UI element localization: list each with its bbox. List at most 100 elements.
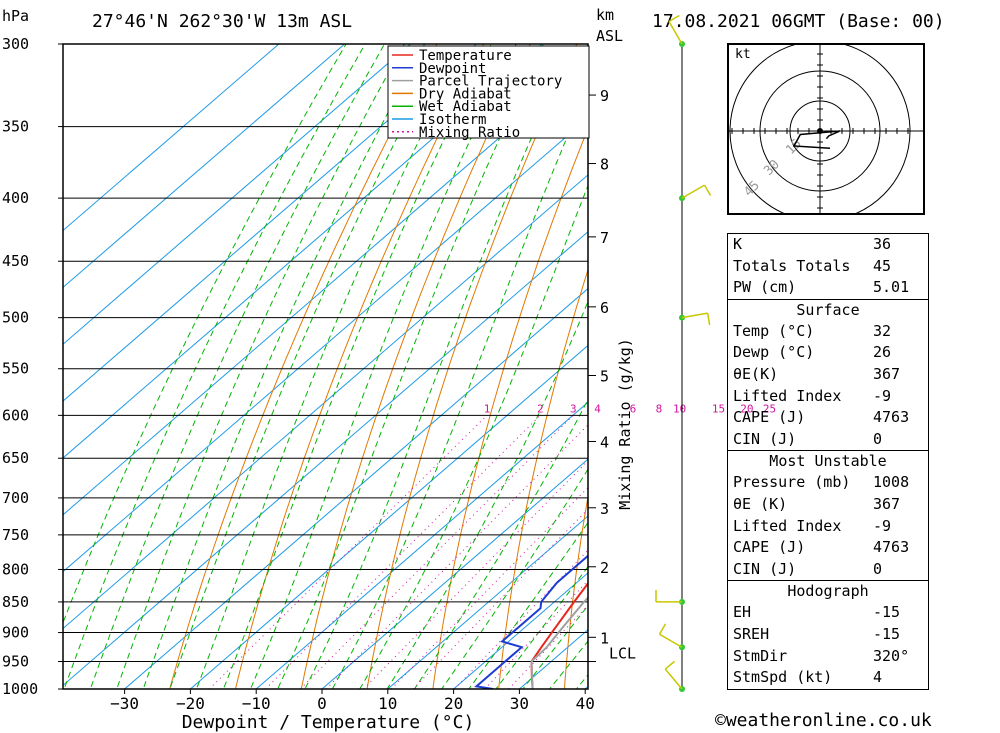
legend-entry: Temperature: [419, 48, 512, 64]
pressure-tick-label: 350: [2, 118, 29, 136]
legend-entry: Isotherm: [419, 112, 486, 128]
pressure-tick-label: 400: [2, 189, 29, 207]
most-unstable-index-row: θE (K) 367: [728, 494, 928, 516]
wind-barb-flag: [664, 660, 675, 670]
most-unstable-index-label: CIN (J): [733, 559, 797, 578]
wet-adiabat-line: [249, 44, 517, 689]
surface-index-row: Temp (°C) 32: [728, 321, 928, 343]
general-index-label: K: [733, 235, 743, 253]
temperature-tick-label: 0: [317, 694, 327, 713]
surface-index-value: 367: [873, 364, 901, 383]
surface-heading: Surface: [796, 300, 860, 319]
general-index-value: 45: [873, 256, 892, 275]
station-location: 27°46'N 262°30'W 13m ASL: [92, 11, 353, 32]
mixing-ratio-line: [454, 549, 588, 689]
temperature-tick-label: −20: [176, 694, 205, 713]
dry-adiabat-line: [563, 494, 588, 689]
wet-adiabat-line: [277, 44, 545, 689]
most-unstable-index-value: 367: [873, 494, 901, 513]
surface-index-value: 32: [873, 321, 892, 340]
hodograph-index-value: -15: [873, 624, 901, 643]
pressure-tick-label: 950: [2, 653, 29, 671]
wind-barb: [664, 668, 683, 690]
hodograph-index-label: StmDir: [733, 646, 788, 665]
height-tick-label: 8: [600, 156, 609, 174]
dry-adiabat-line: [432, 127, 588, 689]
indices-hodograph: Hodograph EH -15 SREH -15 StmDir 320° StmSpd (…: [728, 580, 928, 688]
mixing-ratio-label: 25: [763, 402, 776, 415]
general-index-value: 5.01: [873, 278, 910, 297]
height-tick-label: 3: [600, 500, 609, 518]
most-unstable-index-label: θE (K): [733, 494, 788, 513]
wet-adiabat-line: [386, 300, 588, 689]
most-unstable-index-row: CIN (J) 0: [728, 559, 928, 581]
wet-adiabat-line: [63, 44, 366, 689]
wind-barb-flag: [703, 184, 712, 196]
legend-entry: Wet Adiabat: [419, 99, 512, 115]
mixing-ratio-label: 8: [656, 402, 663, 415]
dry-adiabat-line: [944, 7, 1000, 715]
wind-barb-flag: [668, 14, 680, 23]
surface-index-row: Dewp (°C) 26: [728, 342, 928, 364]
mixing-ratio-label: 4: [594, 402, 601, 415]
surface-index-label: Temp (°C): [733, 321, 815, 340]
plot-frame: [62, 43, 589, 690]
wind-barb: [659, 633, 683, 648]
temperature-profile-line: [530, 581, 588, 689]
pressure-tick-label: 300: [2, 35, 29, 53]
isotherm-line: [321, 458, 588, 689]
most-unstable-index-row: Lifted Index -9: [728, 516, 928, 538]
general-index-value: 36: [873, 235, 892, 253]
temperature-tick-label: 30: [510, 694, 529, 713]
isotherm-line: [189, 344, 588, 689]
wind-barb: [681, 184, 705, 199]
wind-barb: [681, 312, 708, 319]
most-unstable-index-label: Pressure (mb): [733, 473, 851, 492]
general-index-label: Totals Totals: [733, 256, 851, 275]
isotherm-line: [255, 401, 588, 689]
wet-adiabat-line: [359, 184, 588, 689]
hodograph-index-row: EH -15: [728, 602, 928, 624]
pressure-tick-label: 550: [2, 360, 29, 378]
surface-index-row: CIN (J) 0: [728, 429, 928, 451]
hodograph-trace: [792, 130, 841, 150]
general-index-label: PW (cm): [733, 278, 797, 297]
hodograph-index-value: 4: [873, 668, 883, 687]
hodograph-panel: kt 15 30 45: [727, 40, 925, 222]
wind-barb-flag: [658, 623, 667, 635]
parcel-profile-line: [530, 596, 588, 689]
indices-surface: Surface Temp (°C) 32 Dewp (°C) 26 θE(K) 367 Li…: [728, 298, 928, 451]
surface-index-value: 0: [873, 429, 883, 448]
isotherm-line: [123, 287, 588, 689]
mixing-ratio-line: [325, 424, 588, 689]
mixing-ratio-label: 2: [537, 402, 544, 415]
surface-index-value: 4763: [873, 408, 910, 427]
most-unstable-index-row: CAPE (J) 4763: [728, 537, 928, 559]
surface-index-label: Lifted Index: [733, 386, 842, 405]
wet-adiabat-line: [222, 44, 492, 689]
wet-adiabat-line: [116, 44, 405, 689]
wet-adiabat-line: [89, 44, 386, 689]
most-unstable-index-row: Pressure (mb) 1008: [728, 472, 928, 494]
temperature-tick-label: 20: [444, 694, 463, 713]
hodograph-index-value: 320°: [873, 646, 910, 665]
pressure-tick-label: 450: [2, 252, 29, 270]
x-axis-title: Dewpoint / Temperature (°C): [182, 712, 475, 733]
pressure-tick-label: 1000: [2, 680, 38, 698]
height-tick-label: 4: [600, 433, 609, 451]
temperature-tick-label: 10: [378, 694, 397, 713]
surface-index-label: CAPE (J): [733, 408, 806, 427]
mixing-ratio-line: [508, 604, 588, 689]
most-unstable-index-value: 0: [873, 559, 883, 578]
dewpoint-profile-line: [474, 554, 588, 689]
most-unstable-index-label: Lifted Index: [733, 516, 842, 535]
height-tick-label: 9: [600, 87, 609, 105]
height-tick-label: 7: [600, 229, 609, 247]
dry-adiabat-line: [498, 268, 588, 689]
hodograph-index-row: StmDir 320°: [728, 646, 928, 668]
isotherm-line: [63, 44, 346, 289]
mixing-ratio-label: 6: [630, 402, 637, 415]
general-index-row: PW (cm) 5.01: [728, 277, 928, 299]
